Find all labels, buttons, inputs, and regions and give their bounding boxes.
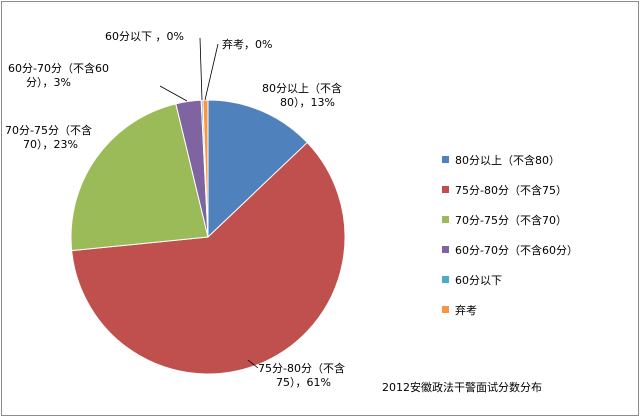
legend-swatch bbox=[442, 186, 449, 193]
pie-slice bbox=[70, 103, 209, 252]
legend-label: 70分-75分（不含70） bbox=[455, 213, 567, 227]
leader-line bbox=[159, 85, 188, 102]
slice-data-label: 60分-70分（不含60 分），3% bbox=[8, 61, 109, 89]
pie-slice bbox=[207, 99, 308, 239]
legend-swatch bbox=[442, 306, 449, 313]
chart-caption: 2012安徽政法干警面试分数分布 bbox=[382, 380, 542, 394]
legend-swatch bbox=[442, 276, 449, 283]
legend-label: 80分以上（不含80） bbox=[455, 153, 560, 167]
slice-data-label: 弃考，0% bbox=[222, 37, 272, 51]
legend-label: 60分以下 bbox=[455, 274, 502, 287]
legend-swatch bbox=[442, 246, 449, 253]
pie-slice bbox=[202, 99, 209, 238]
leader-lines bbox=[159, 37, 259, 369]
leader-line bbox=[247, 359, 259, 369]
legend: 80分以上（不含80） 75分-80分（不含75） 70分-75分（不含70） 60分… bbox=[442, 153, 578, 317]
pie-slices bbox=[70, 99, 346, 375]
slice-data-label: 70分-75分（不含 70），23% bbox=[5, 123, 92, 151]
leader-line bbox=[199, 37, 203, 101]
legend-swatch bbox=[442, 156, 449, 163]
slice-data-label: 60分以下 ，0% bbox=[105, 30, 184, 43]
slice-data-label: 75分-80分（不含 75），61% bbox=[258, 361, 345, 389]
data-labels: 80分以上（不含 80），13% 75分-80分（不含 75），61% 70分-75分（… bbox=[5, 30, 345, 389]
legend-label: 75分-80分（不含75） bbox=[455, 183, 567, 197]
pie-slice bbox=[71, 141, 346, 375]
leader-line bbox=[204, 43, 219, 101]
legend-label: 弃考 bbox=[455, 303, 477, 317]
legend-swatch bbox=[442, 216, 449, 223]
legend-label: 60分-70分（不含60分） bbox=[455, 243, 578, 257]
slice-data-label: 80分以上（不含 80），13% bbox=[262, 81, 342, 109]
